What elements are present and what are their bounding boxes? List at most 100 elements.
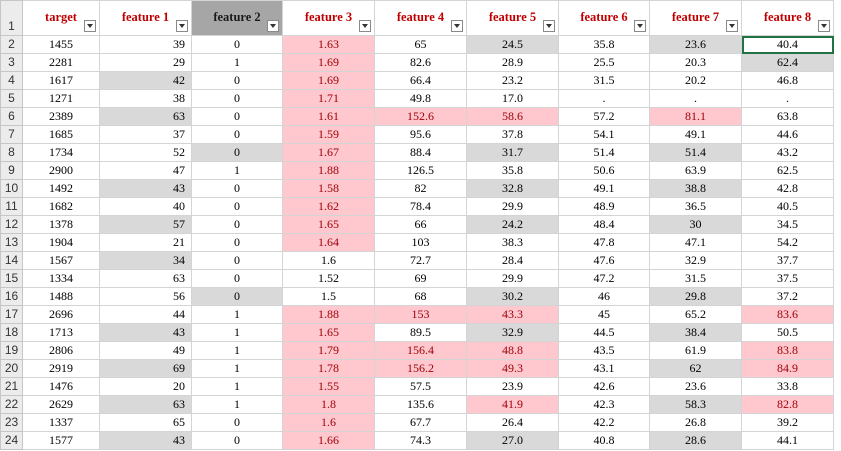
cell-feature-5[interactable]: 29.9: [466, 269, 559, 288]
cell-feature-2[interactable]: 0: [191, 251, 283, 270]
cell-feature-2[interactable]: 0: [191, 89, 283, 108]
cell-feature-1[interactable]: 43: [99, 323, 192, 342]
cell-feature-6[interactable]: 44.5: [558, 323, 650, 342]
cell-feature-7[interactable]: .: [649, 89, 742, 108]
row-number[interactable]: 6: [0, 107, 23, 126]
cell-feature-4[interactable]: 49.8: [374, 89, 467, 108]
cell-target[interactable]: 1577: [22, 431, 100, 450]
cell-feature-6[interactable]: 47.2: [558, 269, 650, 288]
cell-feature-6[interactable]: 42.6: [558, 377, 650, 396]
cell-feature-8[interactable]: 63.8: [741, 107, 834, 126]
row-number[interactable]: 18: [0, 323, 23, 342]
cell-feature-2[interactable]: 1: [191, 395, 283, 414]
cell-feature-5[interactable]: 35.8: [466, 161, 559, 180]
cell-feature-6[interactable]: 49.1: [558, 179, 650, 198]
cell-feature-6[interactable]: 54.1: [558, 125, 650, 144]
row-number[interactable]: 2: [0, 35, 23, 54]
cell-feature-4[interactable]: 66: [374, 215, 467, 234]
cell-feature-2[interactable]: 1: [191, 53, 283, 72]
filter-dropdown-icon[interactable]: [543, 20, 555, 32]
cell-feature-4[interactable]: 57.5: [374, 377, 467, 396]
cell-feature-3[interactable]: 1.6: [282, 413, 375, 432]
cell-feature-8[interactable]: 40.5: [741, 197, 834, 216]
column-header-feature-7[interactable]: feature 7: [649, 0, 742, 36]
filter-dropdown-icon[interactable]: [726, 20, 738, 32]
column-header-feature-4[interactable]: feature 4: [374, 0, 467, 36]
cell-feature-7[interactable]: 62: [649, 359, 742, 378]
cell-feature-4[interactable]: 89.5: [374, 323, 467, 342]
cell-feature-1[interactable]: 44: [99, 305, 192, 324]
filter-dropdown-icon[interactable]: [359, 20, 371, 32]
cell-feature-7[interactable]: 28.6: [649, 431, 742, 450]
cell-target[interactable]: 1378: [22, 215, 100, 234]
cell-feature-5[interactable]: 28.4: [466, 251, 559, 270]
cell-feature-7[interactable]: 81.1: [649, 107, 742, 126]
cell-feature-8[interactable]: 37.5: [741, 269, 834, 288]
filter-dropdown-icon[interactable]: [451, 20, 463, 32]
cell-target[interactable]: 2696: [22, 305, 100, 324]
cell-feature-6[interactable]: 48.9: [558, 197, 650, 216]
cell-feature-8[interactable]: 84.9: [741, 359, 834, 378]
cell-feature-6[interactable]: 43.5: [558, 341, 650, 360]
cell-feature-3[interactable]: 1.6: [282, 251, 375, 270]
cell-feature-5[interactable]: 29.9: [466, 197, 559, 216]
cell-feature-2[interactable]: 1: [191, 359, 283, 378]
cell-feature-6[interactable]: 25.5: [558, 53, 650, 72]
cell-feature-4[interactable]: 82: [374, 179, 467, 198]
cell-feature-3[interactable]: 1.65: [282, 323, 375, 342]
cell-feature-3[interactable]: 1.79: [282, 341, 375, 360]
cell-feature-6[interactable]: 42.2: [558, 413, 650, 432]
cell-feature-1[interactable]: 63: [99, 107, 192, 126]
cell-feature-7[interactable]: 38.4: [649, 323, 742, 342]
cell-feature-2[interactable]: 0: [191, 269, 283, 288]
cell-feature-1[interactable]: 52: [99, 143, 192, 162]
cell-feature-5[interactable]: 24.5: [466, 35, 559, 54]
cell-feature-4[interactable]: 67.7: [374, 413, 467, 432]
cell-feature-8[interactable]: 44.6: [741, 125, 834, 144]
cell-feature-8[interactable]: 44.1: [741, 431, 834, 450]
cell-feature-6[interactable]: 48.4: [558, 215, 650, 234]
cell-feature-2[interactable]: 0: [191, 233, 283, 252]
cell-feature-3[interactable]: 1.8: [282, 395, 375, 414]
cell-feature-8[interactable]: 40.4: [741, 35, 834, 54]
cell-target[interactable]: 2629: [22, 395, 100, 414]
cell-feature-8[interactable]: 54.2: [741, 233, 834, 252]
row-number[interactable]: 21: [0, 377, 23, 396]
cell-feature-6[interactable]: 43.1: [558, 359, 650, 378]
column-header-feature-2[interactable]: feature 2: [191, 0, 283, 36]
cell-target[interactable]: 2919: [22, 359, 100, 378]
cell-feature-4[interactable]: 69: [374, 269, 467, 288]
cell-feature-8[interactable]: 37.7: [741, 251, 834, 270]
cell-target[interactable]: 2806: [22, 341, 100, 360]
cell-feature-4[interactable]: 66.4: [374, 71, 467, 90]
cell-feature-1[interactable]: 43: [99, 431, 192, 450]
cell-target[interactable]: 1271: [22, 89, 100, 108]
cell-feature-1[interactable]: 38: [99, 89, 192, 108]
cell-feature-5[interactable]: 37.8: [466, 125, 559, 144]
row-number[interactable]: 16: [0, 287, 23, 306]
cell-feature-3[interactable]: 1.55: [282, 377, 375, 396]
cell-target[interactable]: 2900: [22, 161, 100, 180]
cell-feature-4[interactable]: 74.3: [374, 431, 467, 450]
cell-feature-6[interactable]: 42.3: [558, 395, 650, 414]
cell-feature-3[interactable]: 1.61: [282, 107, 375, 126]
cell-feature-2[interactable]: 0: [191, 35, 283, 54]
cell-feature-1[interactable]: 69: [99, 359, 192, 378]
row-number[interactable]: 9: [0, 161, 23, 180]
cell-feature-7[interactable]: 29.8: [649, 287, 742, 306]
cell-feature-2[interactable]: 0: [191, 107, 283, 126]
cell-feature-5[interactable]: 48.8: [466, 341, 559, 360]
cell-feature-7[interactable]: 23.6: [649, 35, 742, 54]
cell-feature-5[interactable]: 17.0: [466, 89, 559, 108]
cell-target[interactable]: 1734: [22, 143, 100, 162]
cell-feature-4[interactable]: 78.4: [374, 197, 467, 216]
cell-feature-4[interactable]: 156.4: [374, 341, 467, 360]
cell-feature-7[interactable]: 38.8: [649, 179, 742, 198]
cell-feature-5[interactable]: 23.2: [466, 71, 559, 90]
cell-feature-2[interactable]: 1: [191, 305, 283, 324]
row-number[interactable]: 8: [0, 143, 23, 162]
cell-feature-2[interactable]: 1: [191, 377, 283, 396]
cell-feature-4[interactable]: 82.6: [374, 53, 467, 72]
cell-feature-5[interactable]: 26.4: [466, 413, 559, 432]
